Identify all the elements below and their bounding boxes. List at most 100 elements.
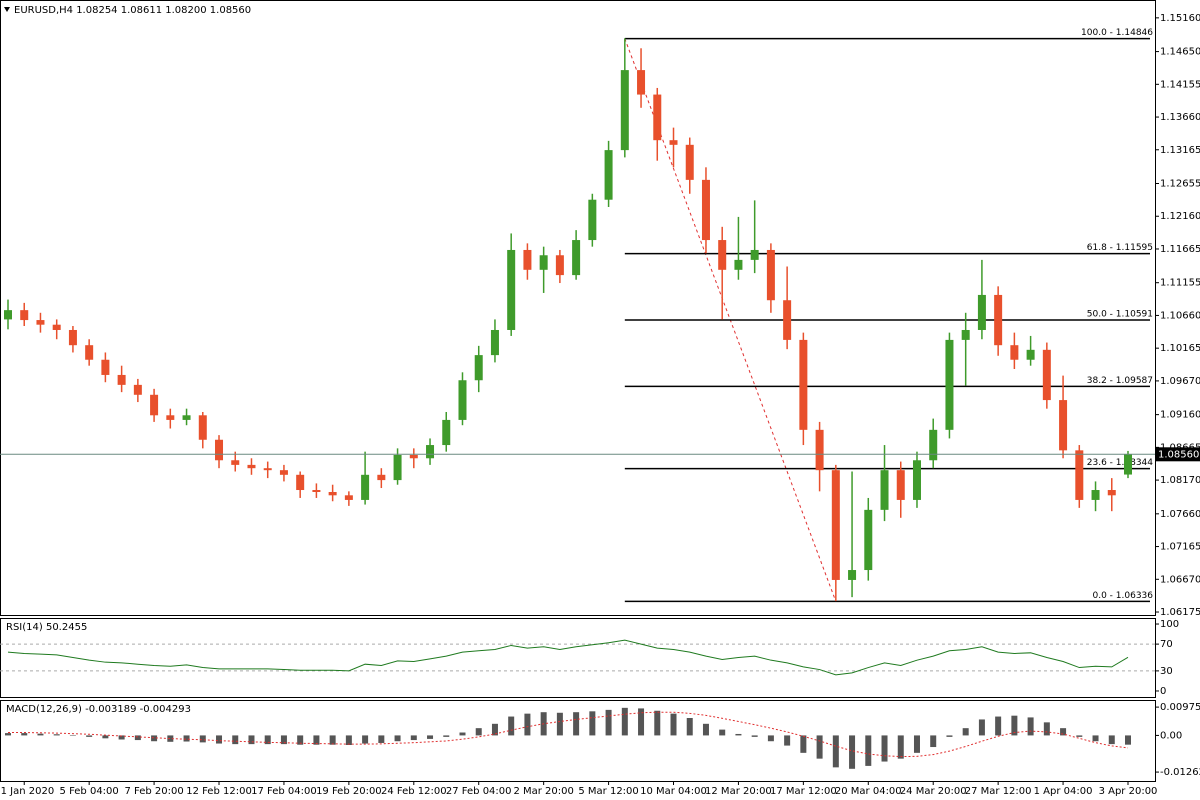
macd-bar (475, 728, 482, 736)
last-price-box (1156, 447, 1200, 462)
macd-bar (605, 709, 612, 736)
candle-body (701, 179, 710, 241)
candle-body (523, 249, 532, 270)
candle-body (815, 429, 824, 471)
macd-bar (5, 733, 11, 736)
candle-body (263, 468, 272, 471)
macd-bar (962, 728, 969, 736)
candle-body (279, 470, 288, 475)
y-tick-label: 1.10660 (1160, 310, 1200, 321)
candle-body (182, 415, 191, 420)
candle-body (1107, 490, 1116, 496)
x-tick-label: 5 Feb 04:00 (60, 786, 119, 797)
y-tick-label: 0.009753 (1160, 702, 1200, 713)
y-tick-label: 1.14155 (1160, 79, 1200, 90)
candle-body (393, 454, 402, 481)
fib-label: 0.0 - 1.06336 (1093, 591, 1154, 601)
macd-bar (589, 711, 596, 736)
macd-label: MACD(12,26,9) -0.003189 -0.004293 (6, 704, 191, 715)
candle-body (198, 415, 207, 440)
macd-bar (86, 735, 93, 737)
candle-body (490, 329, 499, 356)
candle-body (539, 255, 548, 270)
y-tick-label: -0.012626 (1160, 767, 1200, 778)
macd-signal (8, 711, 1129, 758)
x-tick-label: 1 Apr 04:00 (1034, 786, 1093, 797)
macd-bar (1092, 735, 1099, 742)
macd-bar (69, 735, 76, 736)
y-tick-label: 1.09670 (1160, 376, 1200, 387)
candle-body (166, 415, 175, 420)
fib-label: 50.0 - 1.10591 (1087, 309, 1153, 319)
candle-body (117, 374, 126, 385)
x-tick-label: 17 Feb 04:00 (251, 786, 317, 797)
candle-body (507, 249, 516, 330)
macd-bar (638, 708, 645, 736)
candle-body (945, 339, 954, 430)
candle-body (977, 294, 986, 330)
candle-body (361, 474, 370, 500)
macd-bar (670, 713, 677, 736)
candle-body (474, 355, 483, 381)
macd-bar (946, 735, 953, 737)
candle-body (750, 249, 759, 260)
candle-body (848, 570, 857, 580)
macd-bar (102, 735, 109, 739)
macd-bar (248, 735, 255, 745)
macd-bar (183, 735, 190, 742)
macd-bar (573, 712, 580, 736)
x-tick-label: 2 Mar 20:00 (513, 786, 573, 797)
fib-label: 61.8 - 1.11595 (1087, 243, 1153, 253)
candle-body (799, 339, 808, 430)
y-tick-label: 1.07165 (1160, 542, 1200, 553)
macd-bar (21, 733, 28, 736)
candle-body (864, 509, 873, 571)
x-tick-label: 24 Feb 12:00 (381, 786, 447, 797)
macd-bar (151, 735, 158, 742)
macd-bar (556, 712, 563, 736)
macd-bar (427, 735, 434, 739)
macd-bar (897, 735, 904, 759)
x-tick-label: 10 Mar 04:00 (640, 786, 707, 797)
macd-bar (621, 707, 628, 736)
macd-bar (735, 733, 742, 736)
candle-body (409, 454, 418, 459)
y-tick-label: 30 (1160, 666, 1173, 677)
macd-bar (751, 735, 758, 737)
candle-body (604, 150, 613, 200)
candle-body (426, 445, 435, 459)
y-tick-label: 1.07660 (1160, 509, 1200, 520)
y-tick-label: 1.15160 (1160, 13, 1200, 24)
y-tick-label: 1.11665 (1160, 244, 1200, 255)
x-tick-label: 12 Mar 20:00 (705, 786, 772, 797)
x-tick-label: 5 Mar 12:00 (578, 786, 638, 797)
macd-bar (167, 735, 174, 742)
macd-bar (784, 735, 791, 746)
candle-body (896, 470, 905, 500)
y-tick-label: 1.12160 (1160, 211, 1200, 222)
macd-bar (53, 734, 60, 736)
candle-body (215, 439, 224, 461)
candle-body (1059, 400, 1068, 451)
macd-bar (865, 735, 872, 766)
macd-bar (719, 729, 726, 736)
macd-bar (1108, 735, 1115, 745)
candle-body (994, 294, 1003, 346)
candle-body (1026, 349, 1035, 360)
macd-bar (410, 735, 417, 741)
macd-bar (978, 719, 985, 736)
chart-title: EURUSD,H4 1.08254 1.08611 1.08200 1.0856… (14, 5, 251, 16)
candle-body (1042, 349, 1051, 401)
x-tick-label: 24 Mar 20:00 (900, 786, 967, 797)
candle-body (1124, 454, 1132, 475)
macd-bar (913, 735, 920, 753)
macd-bar (1125, 735, 1131, 745)
rsi-panel (0, 618, 1156, 698)
candle-body (68, 329, 77, 346)
macd-bar (702, 723, 709, 736)
candle-body (880, 470, 889, 510)
macd-bar (345, 735, 352, 745)
